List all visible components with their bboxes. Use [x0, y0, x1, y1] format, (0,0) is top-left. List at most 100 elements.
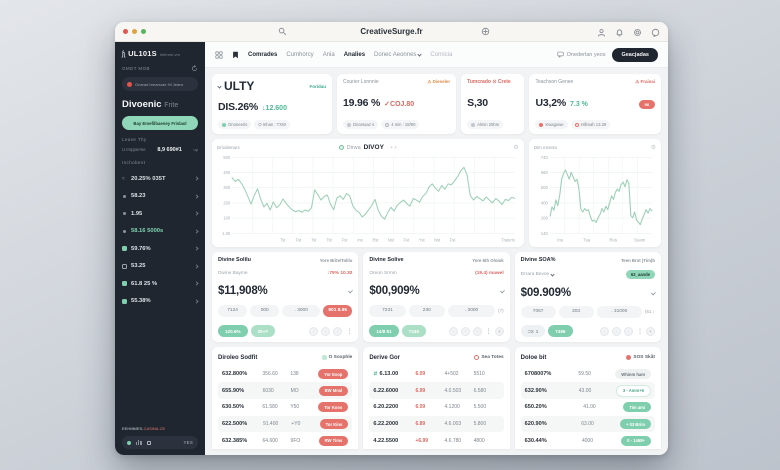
- panel-action-pill[interactable]: 120.6%: [218, 325, 248, 337]
- sidebar-watchlist-item[interactable]: 1.95: [122, 205, 199, 223]
- panel-action-pill[interactable]: =0: 1: [520, 325, 546, 337]
- panel-circle-button[interactable]: ·: [472, 326, 482, 336]
- table-action-pill[interactable]: + 03 Brim: [620, 419, 651, 430]
- table-row[interactable]: 630.44% 4000 0 - 1468+: [521, 432, 655, 449]
- stat-footer-pill[interactable]: Ononeeris: [218, 120, 252, 129]
- close-button[interactable]: [123, 29, 128, 34]
- panel-circle-button[interactable]: ·: [333, 326, 343, 336]
- panel-circle-button[interactable]: ·: [309, 326, 319, 336]
- table-action-pill[interactable]: Tim ami: [623, 402, 651, 413]
- add-button[interactable]: +: [494, 326, 504, 336]
- stop-icon[interactable]: [146, 440, 151, 445]
- table-header-link[interactable]: Sea Totes: [474, 355, 504, 361]
- chevron-down-icon[interactable]: [348, 288, 354, 293]
- sidebar-watchlist-item[interactable]: 58.16 5000s: [122, 223, 199, 241]
- panel-input-pill[interactable]: 303: [558, 305, 594, 318]
- bookmark-icon[interactable]: [232, 51, 239, 59]
- table-action-pill[interactable]: RW Tims: [318, 435, 349, 446]
- panel-meta-label[interactable]: Oreon Srmm: [369, 271, 396, 276]
- stat-footer-pill[interactable]: Almin 25hm: [467, 120, 504, 129]
- table-row[interactable]: 655.90% 6030 MO BW Mnsl: [218, 382, 353, 400]
- table-action-pill[interactable]: 0 - 1468+: [621, 435, 651, 446]
- table-row[interactable]: ⇵ 6.13.00 6.09 4+502 5510: [369, 366, 503, 383]
- settings-icon[interactable]: [632, 27, 642, 37]
- table-header-link[interactable]: SOS Skåt: [626, 355, 655, 361]
- panel-action-pill[interactable]: 7249: [401, 325, 426, 337]
- sidebar-watchlist-item[interactable]: 55.38%: [122, 293, 199, 311]
- table-row[interactable]: 632.800% 356.60 138 Yor Exop: [218, 366, 352, 383]
- stat-badge[interactable]: 98: [638, 99, 655, 109]
- footer-yes-label[interactable]: YES: [183, 440, 193, 445]
- stat-footer-pill[interactable]: 4 min : 18/90: [381, 120, 420, 129]
- stat-card-link[interactable]: ⚠ Dieseler: [427, 79, 451, 84]
- table-header-link[interactable]: O Soxphle: [321, 355, 352, 361]
- table-row[interactable]: 650.20% 41.00 Tim ami: [521, 399, 655, 416]
- panel-input-pill[interactable]: . 31000: [596, 305, 642, 318]
- chevron-down-icon[interactable]: [651, 290, 656, 295]
- table-row[interactable]: 4.22.5500 +6.99 4.6.780 4800: [369, 432, 503, 449]
- table-row[interactable]: 620.90% 63.00 + 03 Brim: [520, 415, 655, 433]
- sidebar-cta-button[interactable]: Bay Emefilbaeney Frislaol: [122, 116, 198, 130]
- nav-item-comrades[interactable]: Comrades: [248, 52, 277, 58]
- maximize-button[interactable]: [141, 29, 146, 34]
- table-row[interactable]: 6.22.6000 6.99 4.0.503 6.580: [369, 382, 504, 400]
- sidebar-watchlist-item[interactable]: 61.8 25 %: [122, 275, 199, 293]
- panel-meta-pill[interactable]: 62_aande: [625, 270, 655, 280]
- panel-input-pill[interactable]: . 3000: [447, 304, 496, 317]
- minimize-button[interactable]: [132, 29, 137, 34]
- table-row[interactable]: 632.90% 43.00 3 - Amm+6: [520, 382, 655, 400]
- more-options-icon[interactable]: ⋮: [485, 328, 492, 335]
- status-dot-icon[interactable]: [127, 440, 131, 445]
- chart-bars-icon[interactable]: [136, 440, 142, 445]
- extensions-icon[interactable]: [480, 26, 491, 37]
- table-action-pill[interactable]: 3 - Amm+6: [615, 384, 651, 397]
- panel-circle-button[interactable]: ·: [611, 326, 621, 336]
- nav-item-ania[interactable]: Ania: [323, 52, 335, 58]
- table-row[interactable]: 6.20.2200 6.09 4.1200 5.500: [369, 399, 503, 416]
- panel-action-pill[interactable]: 7496: [548, 325, 573, 337]
- panel-input-pill[interactable]: 7067: [520, 305, 556, 318]
- app-logo[interactable]: ʃʅ UL101S Inferme.vm: [122, 49, 198, 58]
- panel-danger-pill[interactable]: 901 8.95: [323, 304, 353, 317]
- table-action-pill[interactable]: Yor Exop: [318, 369, 349, 380]
- side-chart-plot[interactable]: 740 660 500 400 100 140 Inu Tua Rus Suam: [534, 152, 656, 244]
- sidebar-watchlist-item[interactable]: 59.76%: [122, 240, 199, 258]
- side-chart-settings-icon[interactable]: ⚙: [650, 144, 656, 151]
- panel-input-pill[interactable]: 7124: [218, 304, 248, 317]
- stat-footer-pill[interactable]: Hillmah 13.29: [570, 120, 611, 129]
- panel-action-pill[interactable]: 14/8 81: [369, 325, 399, 337]
- more-options-icon[interactable]: ⋮: [346, 328, 353, 335]
- stat-footer-pill[interactable]: O Inhan : TXW: [254, 120, 290, 129]
- panel-circle-button[interactable]: ·: [460, 326, 470, 336]
- nav-item-cornicia[interactable]: Cornicia: [430, 52, 452, 58]
- nav-item-donec-aeonnes[interactable]: Donec Aeonnes: [374, 52, 423, 58]
- add-button[interactable]: +: [645, 326, 655, 336]
- help-icon[interactable]: [650, 27, 660, 37]
- panel-circle-button[interactable]: ·: [448, 326, 458, 336]
- sidebar-watchlist-item[interactable]: 58.23: [122, 188, 199, 206]
- table-action-pill[interactable]: Whinm ham: [615, 369, 651, 380]
- stat-footer-pill[interactable]: Dnarsaaz s: [343, 120, 379, 129]
- profile-icon[interactable]: [596, 27, 606, 37]
- refresh-icon[interactable]: [191, 65, 198, 72]
- stat-footer-pill[interactable]: Kwaguwe: [535, 120, 568, 129]
- nav-item-cumhorcy[interactable]: Cumhorcy: [286, 52, 313, 58]
- main-chart-settings-icon[interactable]: ⚙: [513, 144, 519, 151]
- panel-meta-label[interactable]: Divine Bayme: [218, 271, 248, 276]
- panel-circle-button[interactable]: ·: [321, 326, 331, 336]
- panel-action-pill[interactable]: 25+#: [250, 325, 275, 337]
- chevron-down-icon[interactable]: [217, 83, 222, 89]
- main-chart-plot[interactable]: 500 400 300 200 100 1.00 Tst Fst Tst Tst Fst Ins Rst…: [217, 152, 519, 244]
- more-options-icon[interactable]: ⋮: [636, 328, 643, 335]
- sidebar-watchlist-item[interactable]: ≈20.25% 035T: [122, 170, 199, 188]
- table-action-pill[interactable]: BW Mnsl: [318, 385, 349, 396]
- chevron-down-icon[interactable]: [499, 288, 505, 293]
- panel-circle-button[interactable]: ·: [623, 326, 633, 336]
- notifications-icon[interactable]: [614, 27, 624, 37]
- nav-item-analies[interactable]: Analies: [344, 52, 365, 58]
- nav-messages-link[interactable]: Onederlan yeos: [556, 51, 605, 58]
- panel-input-pill[interactable]: 000: [250, 304, 280, 317]
- table-row[interactable]: 622.500% 91.400 +Y0 Tor Kins: [218, 415, 353, 433]
- stat-card-link[interactable]: Foridau: [309, 83, 327, 89]
- sidebar-alert-banner[interactable]: Onarad hrearsrae Ht Jeans: [122, 77, 198, 91]
